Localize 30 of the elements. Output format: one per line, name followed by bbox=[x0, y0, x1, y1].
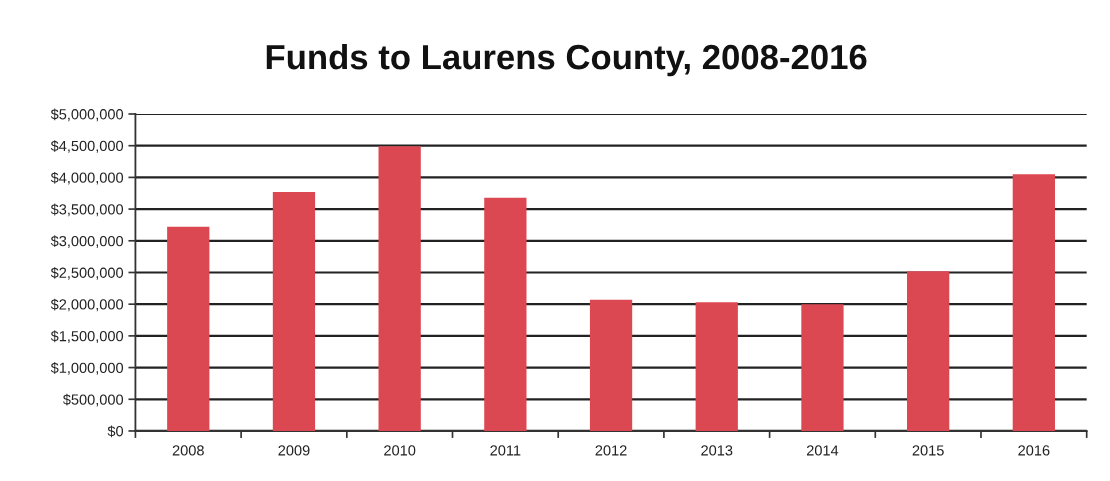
x-tick-label: 2013 bbox=[701, 445, 733, 456]
chart-title: Funds to Laurens County, 2008-2016 bbox=[266, 43, 867, 77]
x-tick-label: 2015 bbox=[912, 445, 944, 456]
y-tick-label: $4,500,000 bbox=[50, 140, 124, 153]
y-tick-label: $0 bbox=[107, 425, 124, 438]
y-tick-label: $3,500,000 bbox=[50, 203, 124, 217]
y-tick-label: $3,000,000 bbox=[50, 235, 124, 248]
bar bbox=[167, 226, 210, 431]
y-tick-label: $2,500,000 bbox=[50, 266, 124, 280]
bar bbox=[695, 302, 738, 431]
y-tick-label: $1,000,000 bbox=[50, 362, 124, 375]
bar bbox=[272, 191, 316, 431]
y-tick-label: $500,000 bbox=[62, 393, 124, 407]
x-tick-label: 2011 bbox=[490, 445, 521, 456]
y-tick-label: $2,000,000 bbox=[50, 298, 124, 312]
y-tick-label: $4,000,000 bbox=[50, 171, 124, 185]
x-tick-label: 2008 bbox=[172, 445, 204, 456]
bar bbox=[378, 146, 421, 431]
bar bbox=[801, 304, 844, 431]
bar bbox=[589, 299, 633, 431]
y-tick-label: $5,000,000 bbox=[50, 108, 124, 122]
x-tick-label: 2009 bbox=[278, 445, 310, 456]
y-tick-label: $1,500,000 bbox=[50, 330, 124, 344]
x-tick-label: 2012 bbox=[595, 445, 627, 456]
x-tick-label: 2016 bbox=[1018, 445, 1050, 456]
bar bbox=[484, 197, 527, 431]
x-tick-label: 2014 bbox=[806, 445, 839, 456]
bar bbox=[907, 271, 950, 431]
bar bbox=[1012, 174, 1055, 431]
x-tick-label: 2010 bbox=[384, 445, 416, 456]
